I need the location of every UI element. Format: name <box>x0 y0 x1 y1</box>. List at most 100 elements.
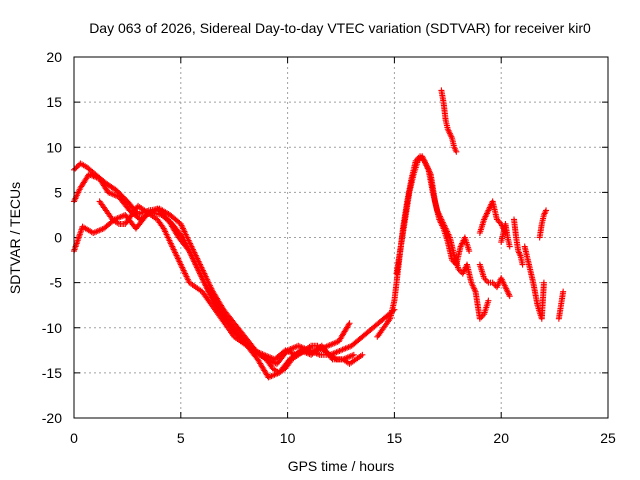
data-point <box>248 346 255 353</box>
data-point <box>293 352 300 359</box>
data-point <box>480 273 487 280</box>
data-point <box>534 300 541 307</box>
x-tick-label: 15 <box>387 430 403 446</box>
data-point <box>349 352 356 359</box>
data-point <box>487 279 494 286</box>
data-point <box>446 129 453 136</box>
data-point <box>134 214 141 221</box>
data-point <box>479 312 486 319</box>
y-axis-label: SDTVAR / TECUs <box>7 182 23 294</box>
data-point <box>146 210 153 217</box>
data-point <box>210 305 217 312</box>
series-track <box>476 261 513 300</box>
data-point <box>427 169 433 176</box>
data-point <box>448 133 455 140</box>
data-point <box>493 214 500 221</box>
data-point <box>287 357 294 364</box>
data-point <box>410 172 417 179</box>
data-point <box>279 349 286 356</box>
data-point <box>336 347 343 354</box>
series-track <box>393 153 473 277</box>
data-point <box>74 163 81 170</box>
data-point <box>439 223 446 230</box>
data-point <box>159 223 166 230</box>
data-point <box>471 287 478 294</box>
x-tick-label: 5 <box>177 430 185 446</box>
data-point <box>141 214 148 221</box>
data-point <box>223 323 230 330</box>
y-tick-label: 5 <box>54 184 62 200</box>
series-track <box>438 87 460 155</box>
data-point <box>422 160 429 167</box>
data-point <box>82 163 89 170</box>
data-point <box>172 251 179 258</box>
data-point <box>174 231 181 238</box>
data-point <box>451 145 458 152</box>
data-point <box>450 142 457 149</box>
data-point <box>111 185 118 192</box>
data-point <box>236 337 243 344</box>
data-point <box>351 357 358 364</box>
data-point <box>252 353 259 360</box>
data-point <box>184 245 191 252</box>
data-point <box>538 222 545 229</box>
y-tick-label: 10 <box>46 139 62 155</box>
data-point <box>379 326 386 333</box>
data-point <box>332 355 339 362</box>
data-point <box>529 277 536 284</box>
data-point <box>540 213 547 220</box>
data-point <box>483 278 490 285</box>
data-point <box>386 317 393 324</box>
data-point <box>452 147 459 154</box>
data-point <box>367 327 374 334</box>
data-point <box>300 348 307 355</box>
data-point <box>457 245 464 252</box>
y-tick-label: 0 <box>54 230 62 246</box>
data-point <box>516 251 523 258</box>
data-point <box>357 352 364 359</box>
data-point <box>325 350 332 357</box>
x-tick-label: 10 <box>280 430 296 446</box>
data-point <box>506 241 513 248</box>
data-point <box>356 336 363 343</box>
data-point <box>501 282 508 289</box>
series-track <box>498 220 513 250</box>
data-point <box>542 208 549 215</box>
data-point <box>435 214 442 221</box>
data-point <box>499 231 506 238</box>
data-point <box>280 366 287 373</box>
data-point <box>484 208 491 215</box>
y-tick-label: -20 <box>42 410 62 426</box>
data-point <box>344 323 351 330</box>
data-point <box>519 259 526 266</box>
data-point <box>162 214 169 221</box>
data-point <box>197 287 204 294</box>
data-point <box>506 291 513 298</box>
data-point <box>525 259 532 266</box>
data-point <box>431 196 438 203</box>
series-track <box>374 153 492 340</box>
data-point <box>242 341 249 348</box>
series-track <box>555 288 567 322</box>
data-point <box>175 218 182 225</box>
data-point <box>179 264 186 271</box>
data-point <box>345 321 352 328</box>
data-point <box>540 281 547 288</box>
data-point <box>239 331 246 338</box>
data-point <box>338 356 345 363</box>
data-point <box>261 355 268 362</box>
data-point <box>255 350 262 357</box>
data-point <box>120 212 127 219</box>
data-point <box>306 343 313 350</box>
data-point <box>444 237 451 244</box>
data-point <box>268 363 275 370</box>
data-point <box>263 371 270 378</box>
data-point <box>312 342 319 349</box>
data-point <box>515 246 522 253</box>
data-point <box>127 213 134 220</box>
data-point <box>504 232 511 239</box>
data-point <box>467 277 474 284</box>
data-point <box>541 210 548 217</box>
axes: 0 5 10 15 20 25 -20 -15 -10 -5 0 5 10 15 20 <box>42 49 616 446</box>
series-track <box>96 198 366 376</box>
